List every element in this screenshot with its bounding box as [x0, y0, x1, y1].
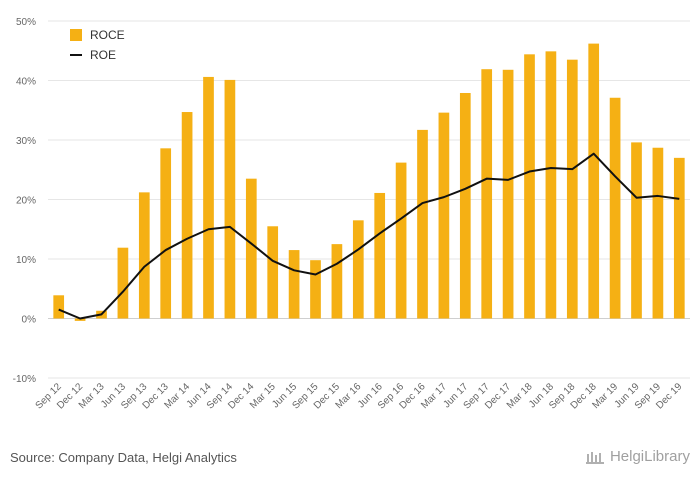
bar	[673, 157, 685, 319]
bar	[417, 129, 428, 319]
bar	[245, 178, 257, 319]
y-tick-label: 50%	[16, 17, 36, 28]
y-tick-label: 20%	[16, 196, 36, 207]
brand-logo: HelgiLibrary	[585, 448, 690, 465]
bar	[53, 295, 65, 319]
bar	[631, 142, 642, 319]
library-logo-icon	[585, 451, 604, 464]
bar	[459, 92, 471, 319]
bar	[438, 112, 450, 319]
bar	[267, 226, 279, 319]
bar	[310, 260, 321, 319]
bar	[502, 69, 514, 319]
bar	[331, 244, 343, 319]
bar	[181, 112, 193, 319]
legend-swatch-roce	[70, 29, 82, 41]
legend-label-roce: ROCE	[90, 28, 125, 42]
bar	[224, 79, 236, 319]
y-tick-label: 40%	[16, 77, 36, 88]
y-tick-label: -10%	[13, 374, 36, 385]
bar	[481, 69, 493, 319]
brand-name: HelgiLibrary	[609, 448, 690, 465]
bar	[117, 247, 129, 319]
bar	[588, 43, 600, 319]
bar	[524, 54, 535, 319]
bar	[160, 148, 172, 319]
bar	[652, 147, 664, 319]
bar	[288, 250, 300, 319]
bar	[374, 192, 386, 319]
bar	[74, 318, 86, 321]
bar	[609, 97, 621, 319]
y-tick-label: 0%	[22, 315, 37, 326]
bar	[138, 192, 150, 319]
source-note: Source: Company Data, Helgi Analytics	[10, 450, 237, 465]
bar	[203, 76, 214, 319]
bar	[395, 162, 407, 319]
y-tick-label: 10%	[16, 255, 36, 266]
bar	[566, 59, 578, 319]
bar	[545, 51, 557, 319]
line-series-roe	[58, 152, 680, 320]
legend-label-roe: ROE	[90, 48, 116, 62]
bar	[352, 220, 364, 319]
y-tick-label: 30%	[16, 136, 36, 147]
